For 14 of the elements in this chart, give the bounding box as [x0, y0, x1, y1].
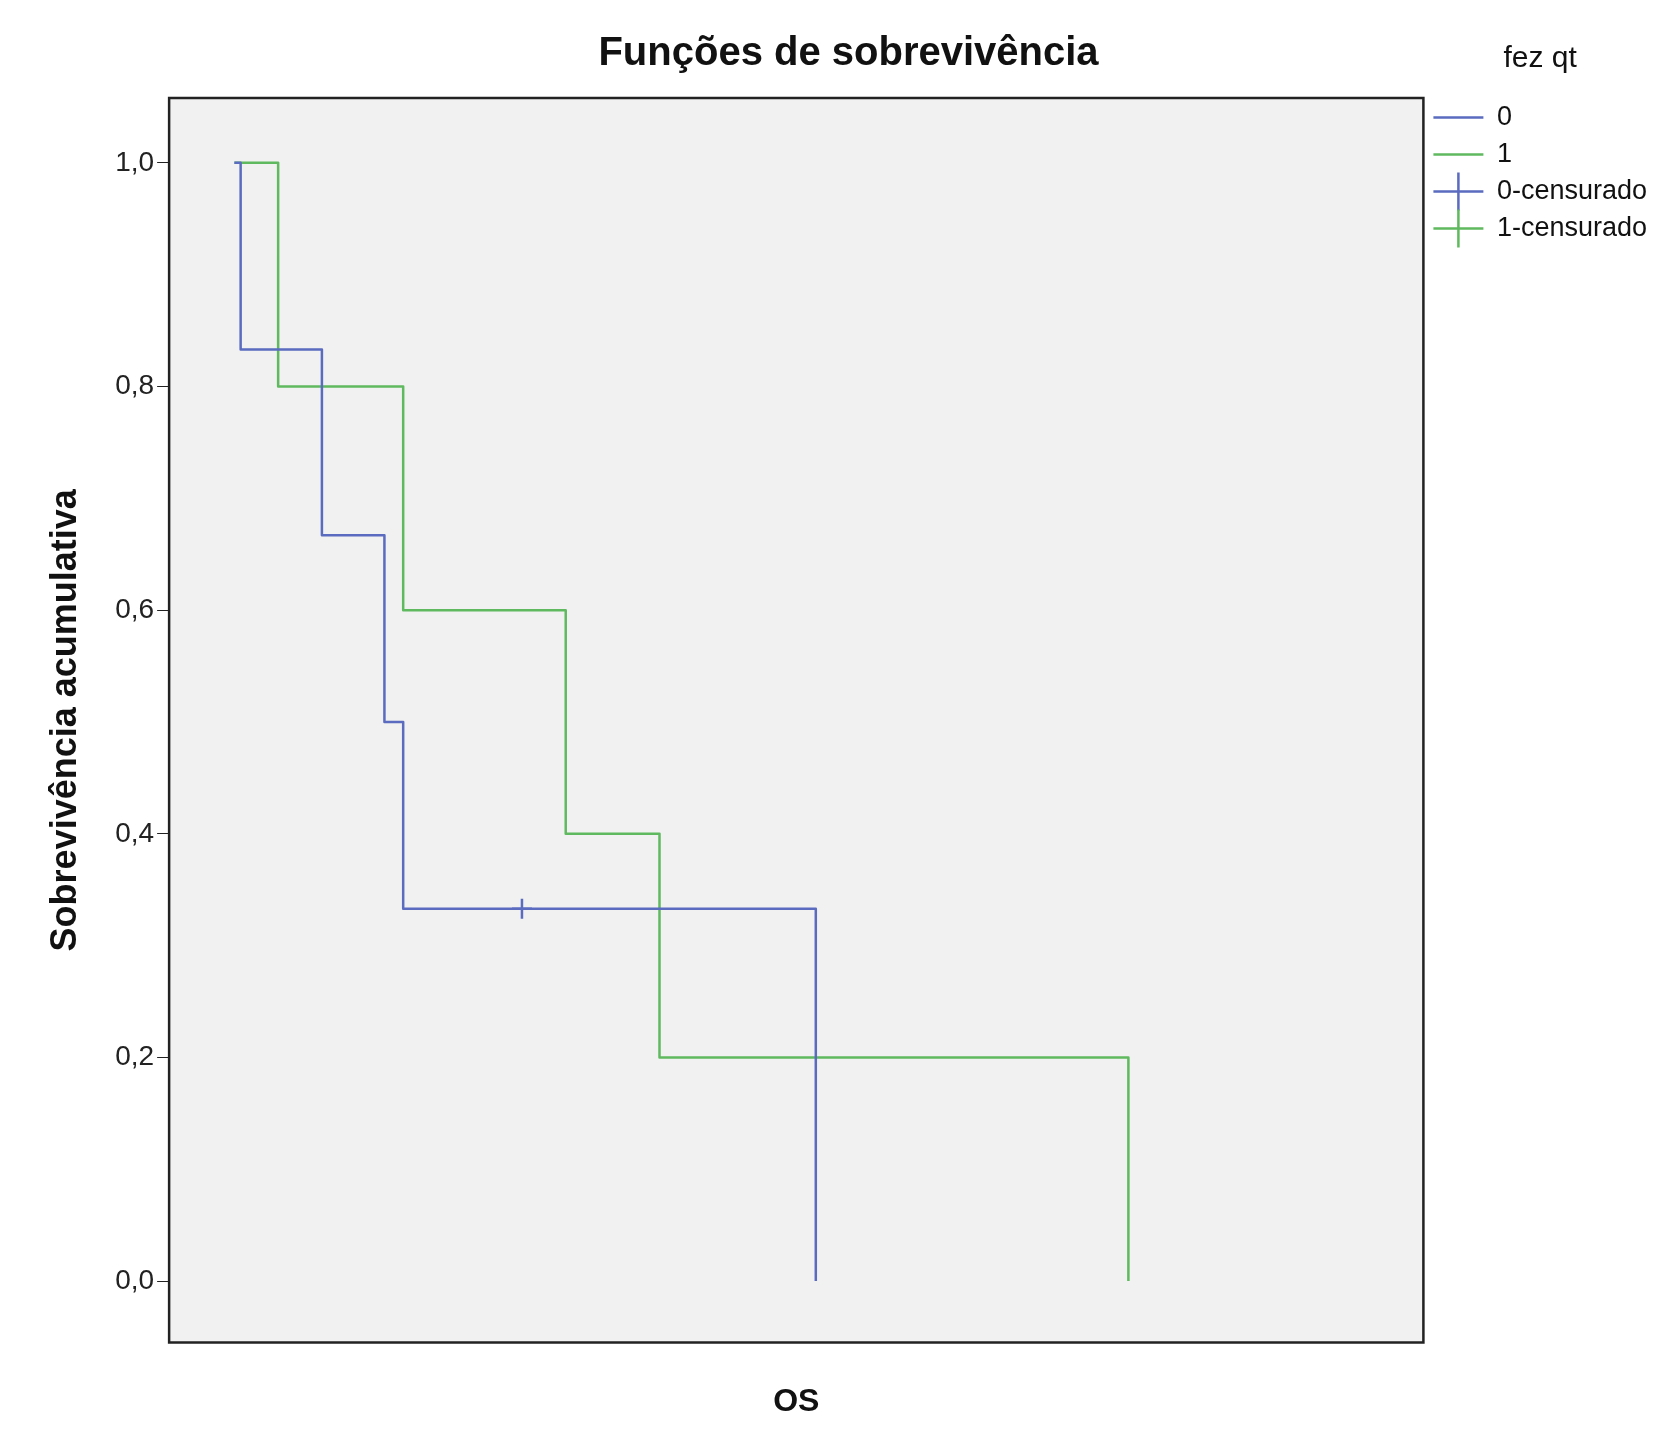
legend-title: fez qt — [1503, 40, 1578, 74]
y-tick-label: 0,0 — [115, 1263, 155, 1295]
y-axis-title: Sobrevivência acumulativa — [42, 488, 84, 952]
y-tick-label: 0,4 — [115, 816, 155, 848]
legend-label: 0 — [1496, 100, 1512, 131]
chart-title: Funções de sobrevivência — [598, 29, 1100, 74]
legend-label: 0-censurado — [1496, 174, 1648, 205]
legend-label: 1-censurado — [1496, 211, 1648, 242]
y-tick-label: 0,6 — [115, 592, 155, 624]
y-tick-label: 0,8 — [115, 369, 155, 401]
y-tick-label: 0,2 — [115, 1040, 155, 1072]
x-axis-title: OS — [773, 1381, 820, 1418]
legend-label: 1 — [1496, 137, 1512, 168]
y-tick-label: 1,0 — [115, 145, 155, 177]
